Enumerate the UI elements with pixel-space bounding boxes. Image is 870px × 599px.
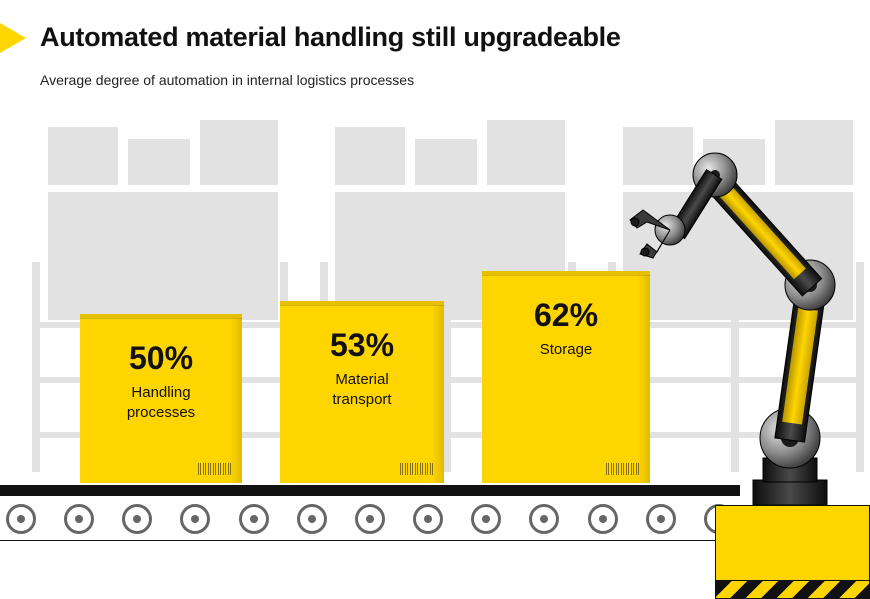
percent-label: Storage	[540, 340, 593, 360]
box-material-transport: 53% Material transport	[280, 305, 444, 483]
wheel-icon	[297, 504, 327, 534]
wheel-icon	[646, 504, 676, 534]
header: Automated material handling still upgrad…	[0, 22, 621, 53]
box-handling-processes: 50% Handling processes	[80, 318, 242, 483]
percent-value: 53%	[330, 327, 394, 364]
wheel-icon	[122, 504, 152, 534]
percent-label: Material transport	[332, 370, 391, 411]
page-subtitle: Average degree of automation in internal…	[40, 72, 414, 88]
accent-triangle-icon	[0, 23, 26, 53]
hazard-stripe-icon	[716, 580, 869, 598]
wheel-icon	[6, 504, 36, 534]
percent-value: 62%	[534, 297, 598, 334]
barcode-icon	[198, 463, 232, 475]
wheel-icon	[64, 504, 94, 534]
wheel-icon	[355, 504, 385, 534]
data-boxes: 50% Handling processes 53% Material tran…	[80, 275, 650, 483]
percent-value: 50%	[129, 340, 193, 377]
wheel-icon	[471, 504, 501, 534]
wheel-icon	[239, 504, 269, 534]
wheel-icon	[180, 504, 210, 534]
robot-arm-icon	[625, 110, 855, 505]
robot-base	[715, 505, 870, 599]
wheel-icon	[588, 504, 618, 534]
conveyor-wheels	[6, 501, 734, 537]
wheel-icon	[529, 504, 559, 534]
percent-label: Handling processes	[127, 383, 195, 424]
page-title: Automated material handling still upgrad…	[40, 22, 621, 53]
wheel-icon	[413, 504, 443, 534]
barcode-icon	[400, 463, 434, 475]
